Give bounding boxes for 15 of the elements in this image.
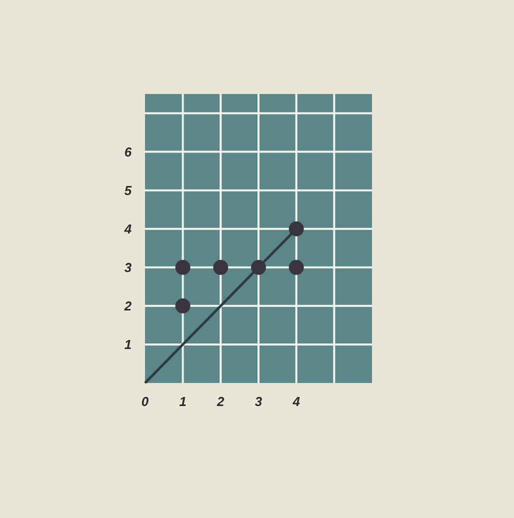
y-tick-label: 4 xyxy=(123,221,132,236)
x-tick-label: 4 xyxy=(292,394,301,409)
point xyxy=(213,260,228,275)
point xyxy=(288,260,304,275)
x-tick-label: 1 xyxy=(179,394,186,409)
y-tick-label: 6 xyxy=(124,144,132,160)
y-tick-label: 5 xyxy=(124,182,132,198)
y-tick-label: 1 xyxy=(124,337,132,352)
point xyxy=(175,260,190,275)
x-tick-label: 0 xyxy=(141,394,150,409)
point xyxy=(175,298,190,314)
x-tick-label: 3 xyxy=(254,394,263,409)
x-tick-label: 2 xyxy=(216,394,226,409)
y-tick-label: 3 xyxy=(124,260,132,275)
y-tick-label: 2 xyxy=(123,298,132,314)
